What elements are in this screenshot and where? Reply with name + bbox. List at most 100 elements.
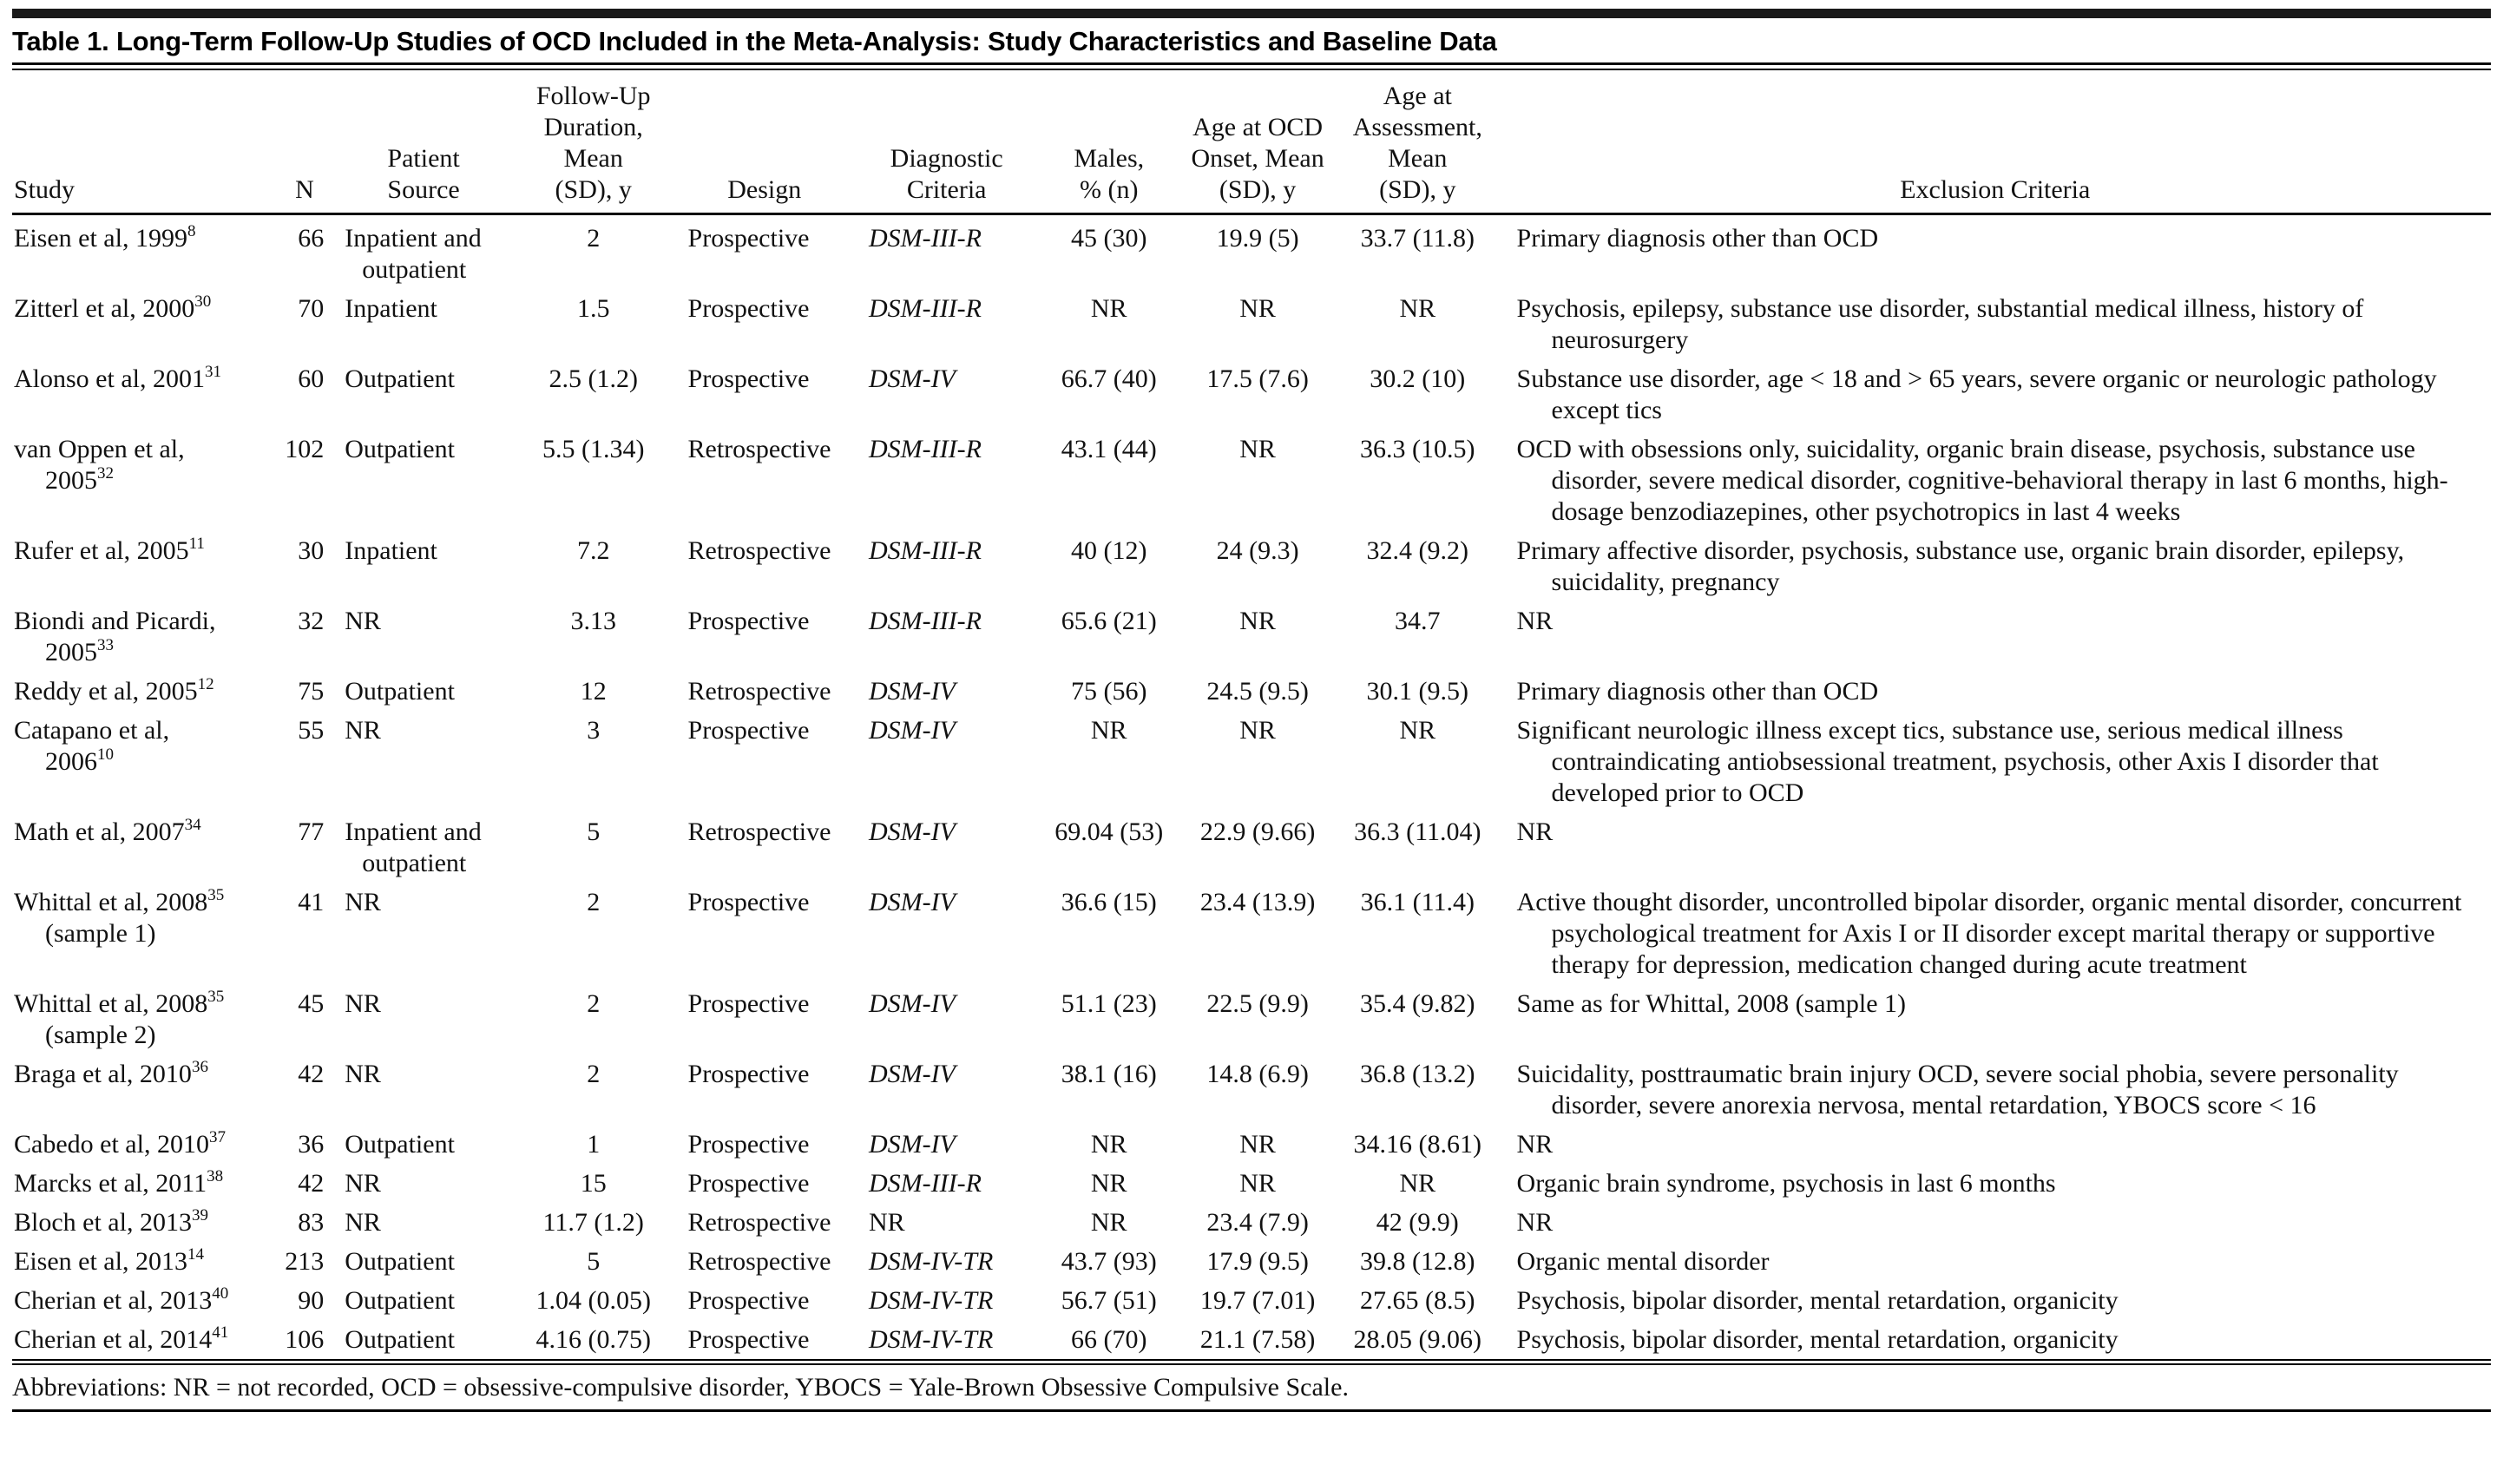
cell-followup: 15 [580,1169,607,1198]
cell-design: Prospective [687,989,810,1018]
table-row: Eisen et al, 201314 213 Outpatient 5 Retrosp… [12,1242,2491,1281]
cell-source: NR [334,601,513,672]
cell-study: Eisen et al, 19998 [12,214,275,290]
table-row: Reddy et al, 200512 75 Outpatient 12 Retrosp… [12,672,2491,711]
cell-followup: 12 [580,677,607,706]
cell-criteria: DSM-III-R [855,430,1038,531]
cell-criteria: DSM-IV [855,812,1038,883]
cell-age_onset: NR [1239,435,1276,463]
patient-source-value: Inpatient and outpatient [345,818,482,877]
patient-source-value: NR [345,716,381,745]
cell-exclusion: Substance use disorder, age < 18 and > 6… [1500,359,2491,430]
cell-n: 32 [298,607,325,635]
cell-males: NR [1090,716,1127,745]
study-sample-note: (sample 1) [45,919,156,948]
study-name: Eisen et al, 201314 [14,1245,204,1276]
cell-n: 102 [285,435,325,463]
reference-superscript: 36 [191,1058,208,1077]
cell-exclusion: NR [1500,812,2491,883]
cell-design: Prospective [687,716,810,745]
cell-criteria: DSM-IV-TR [855,1281,1038,1320]
cell-age_onset: 24.5 (9.5) [1206,677,1309,706]
patient-source-value: Outpatient [345,364,455,393]
table-row: Cabedo et al, 201037 36 Outpatient 1 Prospec… [12,1125,2491,1164]
cell-age_onset: 23.4 (13.9) [1199,888,1316,916]
patient-source-value: NR [345,888,381,916]
reference-superscript: 10 [97,745,114,765]
cell-followup: 5 [587,1247,601,1276]
diagnostic-criteria-value: DSM-III-R [869,1169,982,1198]
cell-age_assess: 34.16 (8.61) [1353,1130,1482,1159]
cell-followup: 2 [587,1060,601,1088]
cell-source: Outpatient [334,430,513,531]
cell-age_onset: 22.5 (9.9) [1206,989,1309,1018]
study-name: Biondi and Picardi, 200533 [14,607,216,666]
cell-age_onset: 14.8 (6.9) [1206,1060,1309,1088]
cell-source: NR [334,1054,513,1125]
cell-source: Inpatient and outpatient [334,214,513,290]
study-name: Alonso et al, 200131 [14,363,221,393]
column-header-followup: Follow-Up Duration, Mean (SD), y [512,70,674,215]
table-row: Rufer et al, 200511 30 Inpatient 7.2 Retrosp… [12,531,2491,601]
exclusion-criteria-value: OCD with obsessions only, suicidality, o… [1516,435,2448,526]
reference-superscript: 35 [207,988,225,1007]
cell-source: Inpatient and outpatient [334,812,513,883]
cell-age_assess: 35.4 (9.82) [1360,989,1475,1018]
cell-criteria: DSM-IV [855,672,1038,711]
diagnostic-criteria-value: DSM-III-R [869,435,982,463]
cell-males: 56.7 (51) [1061,1286,1157,1315]
cell-source: NR [334,883,513,984]
cell-source: NR [334,711,513,812]
exclusion-criteria-value: Psychosis, bipolar disorder, mental reta… [1516,1286,2119,1315]
cell-design: Prospective [687,1060,810,1088]
cell-exclusion: NR [1500,1125,2491,1164]
cell-n: 42 [298,1060,325,1088]
cell-exclusion: Psychosis, epilepsy, substance use disor… [1500,289,2491,359]
patient-source-value: Inpatient [345,294,437,323]
cell-age_assess: 36.3 (11.04) [1354,818,1481,846]
study-name: Math et al, 200734 [14,816,201,846]
patient-source-value: Outpatient [345,1247,455,1276]
cell-criteria: DSM-III-R [855,1164,1038,1203]
reference-superscript: 40 [212,1284,229,1303]
study-sample-note: (sample 2) [45,1021,156,1049]
diagnostic-criteria-value: DSM-III-R [869,607,982,635]
cell-followup: 1 [587,1130,601,1159]
cell-design: Prospective [687,364,810,393]
cell-exclusion: NR [1500,1203,2491,1242]
cell-study: Cabedo et al, 201037 [12,1125,275,1164]
diagnostic-criteria-value: NR [869,1208,905,1237]
table-row: van Oppen et al, 200532 102 Outpatient 5.5 … [12,430,2491,531]
cell-males: NR [1090,1130,1127,1159]
patient-source-value: NR [345,1208,381,1237]
study-name: Cherian et al, 201441 [14,1323,229,1354]
exclusion-criteria-value: Organic mental disorder [1516,1247,1770,1276]
cell-source: Outpatient [334,359,513,430]
cell-source: Inpatient [334,289,513,359]
cell-criteria: DSM-IV [855,984,1038,1054]
diagnostic-criteria-value: DSM-III-R [869,294,982,323]
table-row: Cherian et al, 201441 106 Outpatient 4.16 (… [12,1320,2491,1361]
cell-exclusion: Primary diagnosis other than OCD [1500,672,2491,711]
cell-followup: 1.04 (0.05) [535,1286,651,1315]
study-name: Marcks et al, 201138 [14,1167,224,1198]
cell-criteria: DSM-III-R [855,289,1038,359]
cell-followup: 2 [587,888,601,916]
column-header-criteria: Diagnostic Criteria [855,70,1039,215]
cell-males: NR [1090,294,1127,323]
patient-source-value: NR [345,1060,381,1088]
exclusion-criteria-value: Primary affective disorder, psychosis, s… [1516,536,2405,596]
cell-exclusion: NR [1500,601,2491,672]
cell-study: Bloch et al, 201339 [12,1203,275,1242]
diagnostic-criteria-value: DSM-IV [869,818,956,846]
cell-n: 30 [298,536,325,565]
cell-n: 83 [298,1208,325,1237]
cell-followup: 4.16 (0.75) [512,1320,674,1361]
table-row: Braga et al, 201036 42 NR 2 Prospective DSM-I… [12,1054,2491,1125]
cell-males: NR [1090,1208,1127,1237]
study-name: Zitterl et al, 200030 [14,292,212,323]
reference-superscript: 8 [187,222,196,241]
exclusion-criteria-value: Substance use disorder, age < 18 and > 6… [1516,364,2437,424]
title-divider [12,62,2491,70]
diagnostic-criteria-value: DSM-IV-TR [869,1286,994,1315]
